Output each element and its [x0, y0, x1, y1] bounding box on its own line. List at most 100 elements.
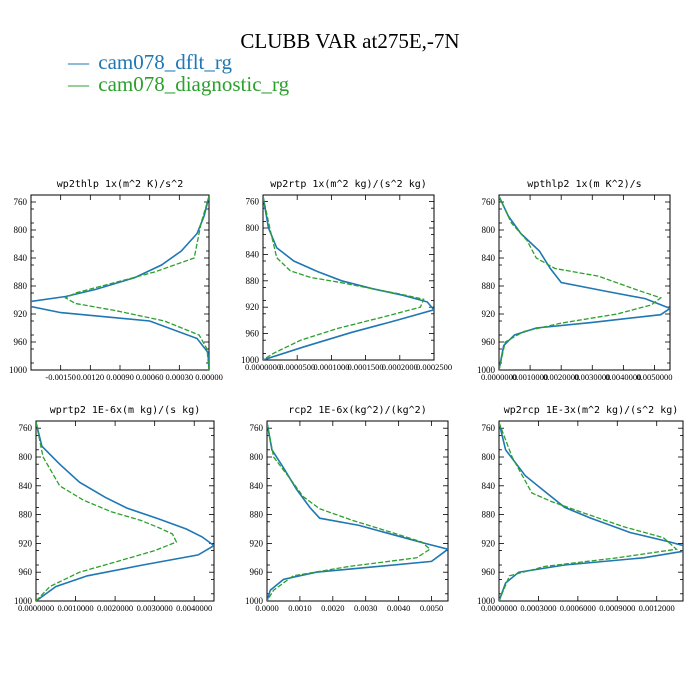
y-tick-label: 760	[14, 197, 28, 207]
y-tick-label: 1000	[477, 365, 496, 375]
legend-entry-2: — cam078_diagnostic_rg	[67, 72, 290, 96]
x-tick-label: 0.0010	[288, 603, 311, 613]
x-tick-label: 0.0000000	[481, 603, 517, 613]
x-tick-label: 0.0003000	[520, 603, 556, 613]
panel-3: wpthlp2 1x(m K^2)/s 760 800 840 880 920 960 100…	[477, 179, 673, 382]
y-tick-label: 920	[250, 538, 264, 548]
y-tick-label: 800	[246, 223, 260, 233]
y-tick-label: 1000	[14, 596, 33, 606]
series-line-dflt	[263, 196, 434, 360]
legend-entry-1: — cam078_dflt_rg	[67, 50, 233, 74]
series-line-diagnostic	[267, 422, 431, 601]
y-tick-label: 760	[19, 423, 33, 433]
series-line-diagnostic	[499, 422, 678, 601]
x-tick-label: 0.00090	[106, 372, 134, 382]
series-line-dflt	[499, 196, 670, 370]
y-tick-label: 840	[19, 481, 33, 491]
y-tick-label: 960	[482, 567, 496, 577]
y-tick-label: 880	[246, 276, 260, 286]
y-tick-label: 920	[14, 309, 28, 319]
series-line-dflt	[267, 422, 448, 601]
panel-2: wp2rtp 1x(m^2 kg)/(s^2 kg) 760 800 840 880 92…	[241, 179, 452, 372]
y-tick-label: 920	[19, 538, 33, 548]
x-tick-label: 0.0040000	[176, 603, 212, 613]
panel-5: rcp2 1E-6x(kg^2)/(kg^2) 760 800 840 880 920 96…	[245, 405, 449, 613]
panel-1: wp2thlp 1x(m^2 K)/s^2 760 800 840 880 920 960 1…	[9, 179, 223, 382]
x-tick-label: 0.0000	[255, 603, 278, 613]
y-tick-label: 880	[482, 510, 496, 520]
legend-marker-1: —	[67, 50, 90, 74]
x-tick-label: 0.0000000	[245, 362, 281, 372]
series-line-dflt	[499, 422, 683, 601]
y-tick-label: 920	[246, 302, 260, 312]
x-tick-label: 0.0000000	[18, 603, 54, 613]
x-tick-label: 0.00000	[195, 372, 223, 382]
x-tick-label: 0.0000500	[279, 362, 315, 372]
series-line-diagnostic	[263, 196, 425, 360]
panel-title: rcp2 1E-6x(kg^2)/(kg^2)	[288, 405, 426, 416]
x-tick-label: 0.0010000	[57, 603, 93, 613]
y-tick-label: 760	[246, 197, 260, 207]
x-tick-label: 0.0000000	[481, 372, 517, 382]
x-tick-label: 0.0020000	[97, 603, 133, 613]
x-tick-label: 0.0030000	[574, 372, 610, 382]
x-tick-label: 0.0002000	[382, 362, 418, 372]
y-tick-label: 800	[14, 225, 28, 235]
y-tick-label: 1000	[241, 355, 260, 365]
y-tick-label: 1000	[477, 596, 496, 606]
x-tick-label: 0.0020000	[543, 372, 579, 382]
series-line-diagnostic	[499, 196, 663, 370]
panel-title: wp2rcp 1E-3x(m^2 kg)/(s^2 kg)	[504, 405, 679, 416]
y-tick-label: 880	[14, 281, 28, 291]
x-tick-label: 0.0001000	[313, 362, 349, 372]
legend-marker-2: —	[67, 72, 90, 96]
y-tick-label: 800	[19, 452, 33, 462]
y-tick-label: 800	[482, 452, 496, 462]
y-tick-label: 920	[482, 309, 496, 319]
legend-label-2: cam078_diagnostic_rg	[98, 72, 289, 96]
figure-title: CLUBB VAR at275E,-7N	[240, 29, 459, 53]
plot-frame	[262, 194, 435, 361]
y-tick-label: 840	[250, 481, 264, 491]
y-tick-label: 880	[250, 510, 264, 520]
x-tick-label: 0.00120	[77, 372, 105, 382]
legend: — cam078_dflt_rg — cam078_diagnostic_rg	[67, 50, 290, 96]
y-tick-label: 1000	[9, 365, 28, 375]
y-tick-label: 840	[246, 249, 260, 259]
series-line-diagnostic	[64, 196, 209, 370]
plot-frame	[266, 420, 449, 602]
panel-title: wp2thlp 1x(m^2 K)/s^2	[57, 179, 183, 190]
y-tick-label: 1000	[245, 596, 264, 606]
panel-4: wprtp2 1E-6x(m kg)/(s kg) 760 800 840 880 920…	[14, 405, 215, 613]
legend-label-1: cam078_dflt_rg	[98, 50, 232, 74]
plot-frame	[35, 420, 215, 602]
x-tick-label: 0.0050	[420, 603, 443, 613]
panel-title: wp2rtp 1x(m^2 kg)/(s^2 kg)	[270, 179, 427, 190]
y-tick-label: 800	[250, 452, 264, 462]
x-tick-label: 0.00030	[166, 372, 194, 382]
y-tick-label: 960	[250, 567, 264, 577]
x-tick-label: 0.0030	[354, 603, 377, 613]
series-line-dflt	[31, 196, 209, 370]
x-tick-label: 0.0040000	[605, 372, 641, 382]
plot-frame	[498, 420, 684, 602]
y-tick-label: 880	[19, 510, 33, 520]
x-tick-label: 0.0050000	[636, 372, 672, 382]
x-tick-label: 0.0001500	[348, 362, 384, 372]
x-tick-label: 0.0002500	[416, 362, 452, 372]
x-tick-label: 0.0020	[321, 603, 344, 613]
x-tick-label: 0.0012000	[639, 603, 675, 613]
x-tick-label: 0.0010000	[512, 372, 548, 382]
y-tick-label: 960	[246, 329, 260, 339]
x-tick-label: -0.00150	[45, 372, 75, 382]
y-tick-label: 800	[482, 225, 496, 235]
y-tick-label: 960	[19, 567, 33, 577]
x-tick-label: 0.0030000	[137, 603, 173, 613]
y-tick-label: 960	[482, 337, 496, 347]
x-tick-label: 0.0006000	[560, 603, 596, 613]
panel-title: wpthlp2 1x(m K^2)/s	[527, 179, 641, 190]
plot-frame	[498, 194, 671, 371]
y-tick-label: 920	[482, 538, 496, 548]
panel-title: wprtp2 1E-6x(m kg)/(s kg)	[50, 405, 201, 416]
series-line-diagnostic	[36, 422, 178, 601]
